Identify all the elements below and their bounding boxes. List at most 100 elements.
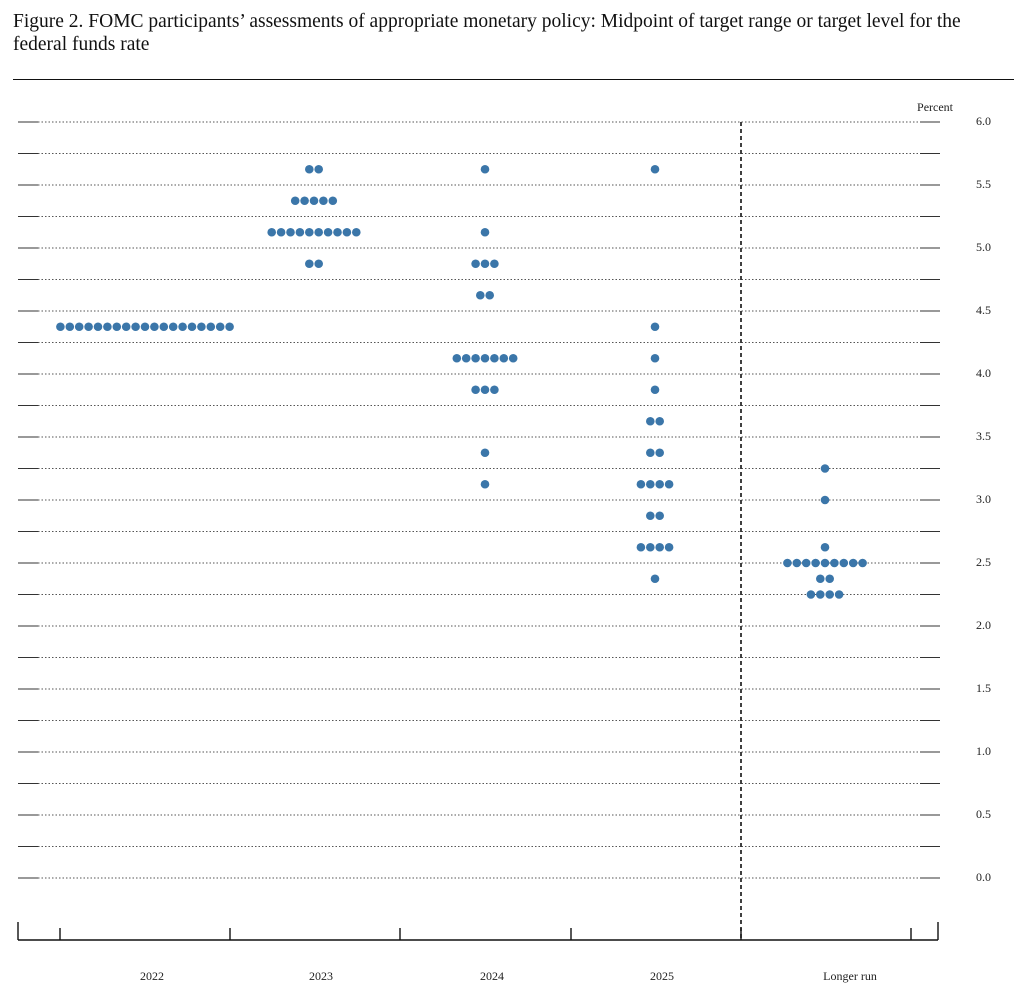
dot [480, 353, 490, 363]
y-tick-label: 6.0 [976, 114, 991, 128]
dot [792, 558, 802, 568]
dot [471, 259, 480, 269]
dot [655, 479, 664, 489]
dot [121, 322, 131, 332]
dot [490, 353, 499, 363]
dot [480, 227, 490, 237]
y-tick-label: 4.0 [976, 366, 991, 380]
dot [480, 164, 490, 174]
y-axis-label: Percent [917, 100, 954, 114]
dot [820, 558, 830, 568]
dot [314, 164, 324, 174]
dot [314, 227, 324, 237]
dot [646, 542, 655, 552]
x-tick-label: 2024 [480, 969, 504, 983]
dot [103, 322, 112, 332]
dot [820, 542, 830, 552]
dot [319, 196, 328, 206]
dot [858, 558, 867, 568]
x-tick-label: 2025 [650, 969, 674, 983]
dot [305, 227, 314, 237]
dot [159, 322, 169, 332]
dot [480, 259, 490, 269]
dot [131, 322, 140, 332]
dot [480, 448, 490, 458]
dot [508, 353, 518, 363]
dot [848, 558, 858, 568]
dot [215, 322, 225, 332]
dot [825, 590, 834, 599]
dot [636, 542, 646, 552]
dot [816, 590, 825, 599]
dot [646, 448, 655, 458]
dot [655, 448, 664, 458]
y-tick-label: 5.5 [976, 177, 991, 191]
x-tick-label: Longer run [823, 969, 877, 983]
y-tick-label: 3.0 [976, 492, 991, 506]
dot [225, 322, 234, 332]
dot [655, 416, 664, 426]
chart-title: Figure 2. FOMC participants’ assessments… [13, 11, 961, 55]
y-tick-label: 1.0 [976, 744, 991, 758]
dot [490, 259, 499, 269]
dot [93, 322, 103, 332]
dot [452, 353, 462, 363]
dot [187, 322, 197, 332]
dot [655, 542, 664, 552]
dot [150, 322, 159, 332]
dot [300, 196, 309, 206]
title-rule [13, 79, 1014, 80]
dot [485, 290, 495, 300]
dot [328, 196, 338, 206]
dot [112, 322, 122, 332]
dot [646, 479, 655, 489]
dot [664, 542, 674, 552]
dot [74, 322, 84, 332]
y-tick-label: 2.0 [976, 618, 991, 632]
y-tick-label: 3.5 [976, 429, 991, 443]
dot [352, 227, 361, 237]
dot [636, 479, 646, 489]
dot [178, 322, 187, 332]
dot [480, 479, 490, 489]
dot [323, 227, 333, 237]
dot [276, 227, 286, 237]
dot [650, 353, 660, 363]
dot [197, 322, 206, 332]
dot [65, 322, 75, 332]
dot [290, 196, 300, 206]
dot [499, 353, 509, 363]
dot [168, 322, 178, 332]
dot [830, 558, 839, 568]
dot [811, 558, 820, 568]
y-tick-label: 5.0 [976, 240, 991, 254]
dot [650, 322, 660, 332]
dot [650, 385, 660, 395]
y-tick-label: 2.5 [976, 555, 991, 569]
dot [314, 259, 324, 269]
y-tick-label: 0.5 [976, 807, 991, 821]
dot [655, 511, 664, 521]
dot [820, 464, 830, 473]
dot [820, 495, 830, 505]
dot [783, 558, 792, 568]
dot [480, 385, 490, 395]
dot [309, 196, 319, 206]
dot [305, 164, 314, 174]
dot [834, 590, 844, 599]
dot [806, 590, 816, 599]
dot [56, 322, 65, 332]
x-tick-label: 2023 [309, 969, 333, 983]
dot [267, 227, 277, 237]
dot [471, 353, 480, 363]
dot [333, 227, 342, 237]
y-tick-label: 1.5 [976, 681, 991, 695]
dot [140, 322, 150, 332]
dot [305, 259, 314, 269]
dot [650, 164, 660, 174]
dot [471, 385, 480, 395]
y-tick-label: 4.5 [976, 303, 991, 317]
dot [461, 353, 471, 363]
